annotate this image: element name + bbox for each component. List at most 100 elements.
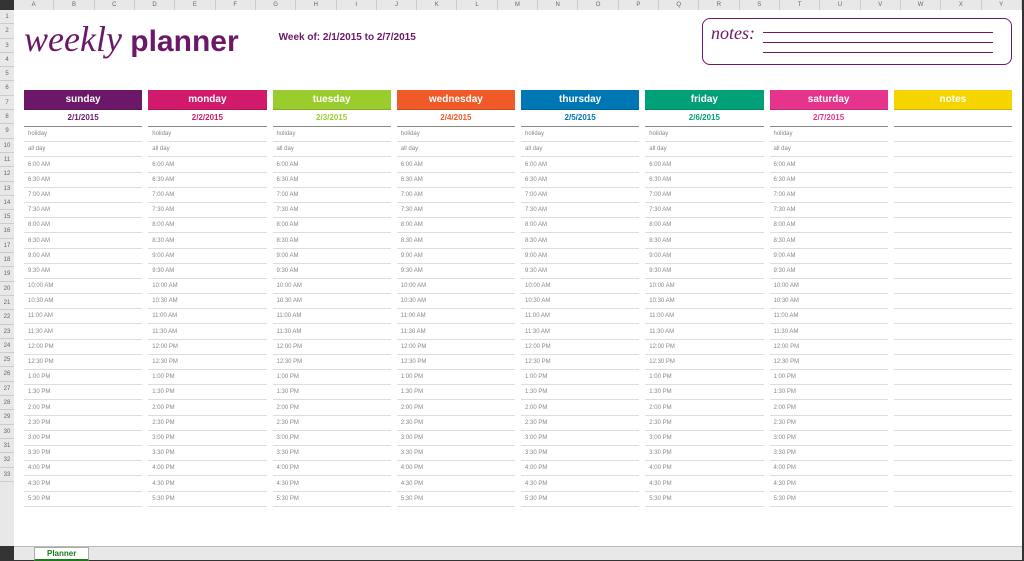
time-slot[interactable]: 8:00 AM [521, 218, 639, 233]
time-slot[interactable]: 3:30 PM [273, 446, 391, 461]
time-slot[interactable]: 10:30 AM [273, 294, 391, 309]
time-slot[interactable]: 10:30 AM [397, 294, 515, 309]
time-slot[interactable]: 3:00 PM [397, 431, 515, 446]
time-slot[interactable]: 2:00 PM [397, 400, 515, 415]
time-slot[interactable]: 6:30 AM [273, 173, 391, 188]
time-slot[interactable]: 1:00 PM [397, 370, 515, 385]
time-slot[interactable]: 8:00 AM [24, 218, 142, 233]
time-slot[interactable]: 7:30 AM [273, 203, 391, 218]
time-slot[interactable]: 7:30 AM [521, 203, 639, 218]
time-slot[interactable]: 4:00 PM [397, 461, 515, 476]
time-slot[interactable]: 5:30 PM [24, 492, 142, 507]
notes-slot[interactable] [894, 279, 1012, 294]
time-slot[interactable]: 3:30 PM [397, 446, 515, 461]
tab-planner[interactable]: Planner [34, 547, 89, 561]
time-slot[interactable]: 4:00 PM [521, 461, 639, 476]
time-slot[interactable]: 6:00 AM [521, 157, 639, 172]
notes-slot[interactable] [894, 324, 1012, 339]
time-slot[interactable]: 12:00 PM [24, 340, 142, 355]
time-slot[interactable]: 8:30 AM [24, 233, 142, 248]
time-slot[interactable]: 7:00 AM [645, 188, 763, 203]
time-slot[interactable]: 10:00 AM [521, 279, 639, 294]
time-slot[interactable]: 8:00 AM [770, 218, 888, 233]
time-slot[interactable]: 1:00 PM [770, 370, 888, 385]
time-slot[interactable]: 7:00 AM [148, 188, 266, 203]
time-slot[interactable]: 7:00 AM [24, 188, 142, 203]
time-slot[interactable]: 3:00 PM [24, 431, 142, 446]
time-slot[interactable]: 10:00 AM [273, 279, 391, 294]
notes-slot[interactable] [894, 340, 1012, 355]
time-slot[interactable]: holiday [397, 127, 515, 142]
time-slot[interactable]: 12:00 PM [645, 340, 763, 355]
time-slot[interactable]: 12:30 PM [770, 355, 888, 370]
time-slot[interactable]: 5:30 PM [645, 492, 763, 507]
time-slot[interactable]: 7:00 AM [521, 188, 639, 203]
time-slot[interactable]: 12:00 PM [521, 340, 639, 355]
time-slot[interactable]: 6:00 AM [273, 157, 391, 172]
time-slot[interactable]: 2:30 PM [273, 416, 391, 431]
time-slot[interactable]: 11:00 AM [770, 309, 888, 324]
time-slot[interactable]: 2:30 PM [24, 416, 142, 431]
time-slot[interactable]: 1:00 PM [148, 370, 266, 385]
time-slot[interactable]: 4:30 PM [24, 476, 142, 491]
time-slot[interactable]: 8:30 AM [770, 233, 888, 248]
time-slot[interactable]: holiday [770, 127, 888, 142]
time-slot[interactable]: 9:30 AM [148, 264, 266, 279]
time-slot[interactable]: 11:30 AM [397, 324, 515, 339]
time-slot[interactable]: 11:00 AM [645, 309, 763, 324]
time-slot[interactable]: 6:30 AM [645, 173, 763, 188]
time-slot[interactable]: 9:30 AM [645, 264, 763, 279]
time-slot[interactable]: 9:00 AM [645, 249, 763, 264]
time-slot[interactable]: 2:00 PM [645, 400, 763, 415]
time-slot[interactable]: 3:30 PM [770, 446, 888, 461]
notes-slot[interactable] [894, 476, 1012, 491]
notes-slot[interactable] [894, 492, 1012, 507]
time-slot[interactable]: 9:30 AM [770, 264, 888, 279]
time-slot[interactable]: 7:30 AM [397, 203, 515, 218]
time-slot[interactable]: 7:30 AM [770, 203, 888, 218]
time-slot[interactable]: 10:30 AM [148, 294, 266, 309]
notes-slot[interactable] [894, 233, 1012, 248]
time-slot[interactable]: 11:30 AM [24, 324, 142, 339]
time-slot[interactable]: 9:30 AM [24, 264, 142, 279]
time-slot[interactable]: 11:00 AM [148, 309, 266, 324]
time-slot[interactable]: 6:30 AM [24, 173, 142, 188]
time-slot[interactable]: 7:30 AM [24, 203, 142, 218]
time-slot[interactable]: 10:30 AM [770, 294, 888, 309]
time-slot[interactable]: 3:00 PM [521, 431, 639, 446]
time-slot[interactable]: 6:30 AM [770, 173, 888, 188]
time-slot[interactable]: 9:00 AM [770, 249, 888, 264]
notes-slot[interactable] [894, 309, 1012, 324]
time-slot[interactable]: 9:00 AM [397, 249, 515, 264]
time-slot[interactable]: all day [521, 142, 639, 157]
time-slot[interactable]: all day [770, 142, 888, 157]
time-slot[interactable]: 11:30 AM [521, 324, 639, 339]
time-slot[interactable]: 3:00 PM [273, 431, 391, 446]
time-slot[interactable]: 4:00 PM [770, 461, 888, 476]
time-slot[interactable]: 6:00 AM [24, 157, 142, 172]
time-slot[interactable]: 2:00 PM [770, 400, 888, 415]
time-slot[interactable]: 4:00 PM [273, 461, 391, 476]
time-slot[interactable]: 8:00 AM [645, 218, 763, 233]
time-slot[interactable]: 1:00 PM [645, 370, 763, 385]
time-slot[interactable]: 6:00 AM [397, 157, 515, 172]
time-slot[interactable]: 7:30 AM [148, 203, 266, 218]
time-slot[interactable]: 12:30 PM [397, 355, 515, 370]
time-slot[interactable]: 8:30 AM [521, 233, 639, 248]
time-slot[interactable]: 9:00 AM [521, 249, 639, 264]
time-slot[interactable]: 8:30 AM [148, 233, 266, 248]
notes-slot[interactable] [894, 431, 1012, 446]
notes-slot[interactable] [894, 249, 1012, 264]
notes-box[interactable]: notes: [702, 18, 1012, 65]
time-slot[interactable]: 5:30 PM [770, 492, 888, 507]
time-slot[interactable]: 12:00 PM [770, 340, 888, 355]
time-slot[interactable]: 4:30 PM [521, 476, 639, 491]
time-slot[interactable]: 8:30 AM [397, 233, 515, 248]
time-slot[interactable]: 6:30 AM [521, 173, 639, 188]
notes-slot[interactable] [894, 355, 1012, 370]
time-slot[interactable]: 11:30 AM [645, 324, 763, 339]
time-slot[interactable]: 6:30 AM [148, 173, 266, 188]
time-slot[interactable]: 3:00 PM [645, 431, 763, 446]
time-slot[interactable]: 7:00 AM [397, 188, 515, 203]
notes-slot[interactable] [894, 218, 1012, 233]
